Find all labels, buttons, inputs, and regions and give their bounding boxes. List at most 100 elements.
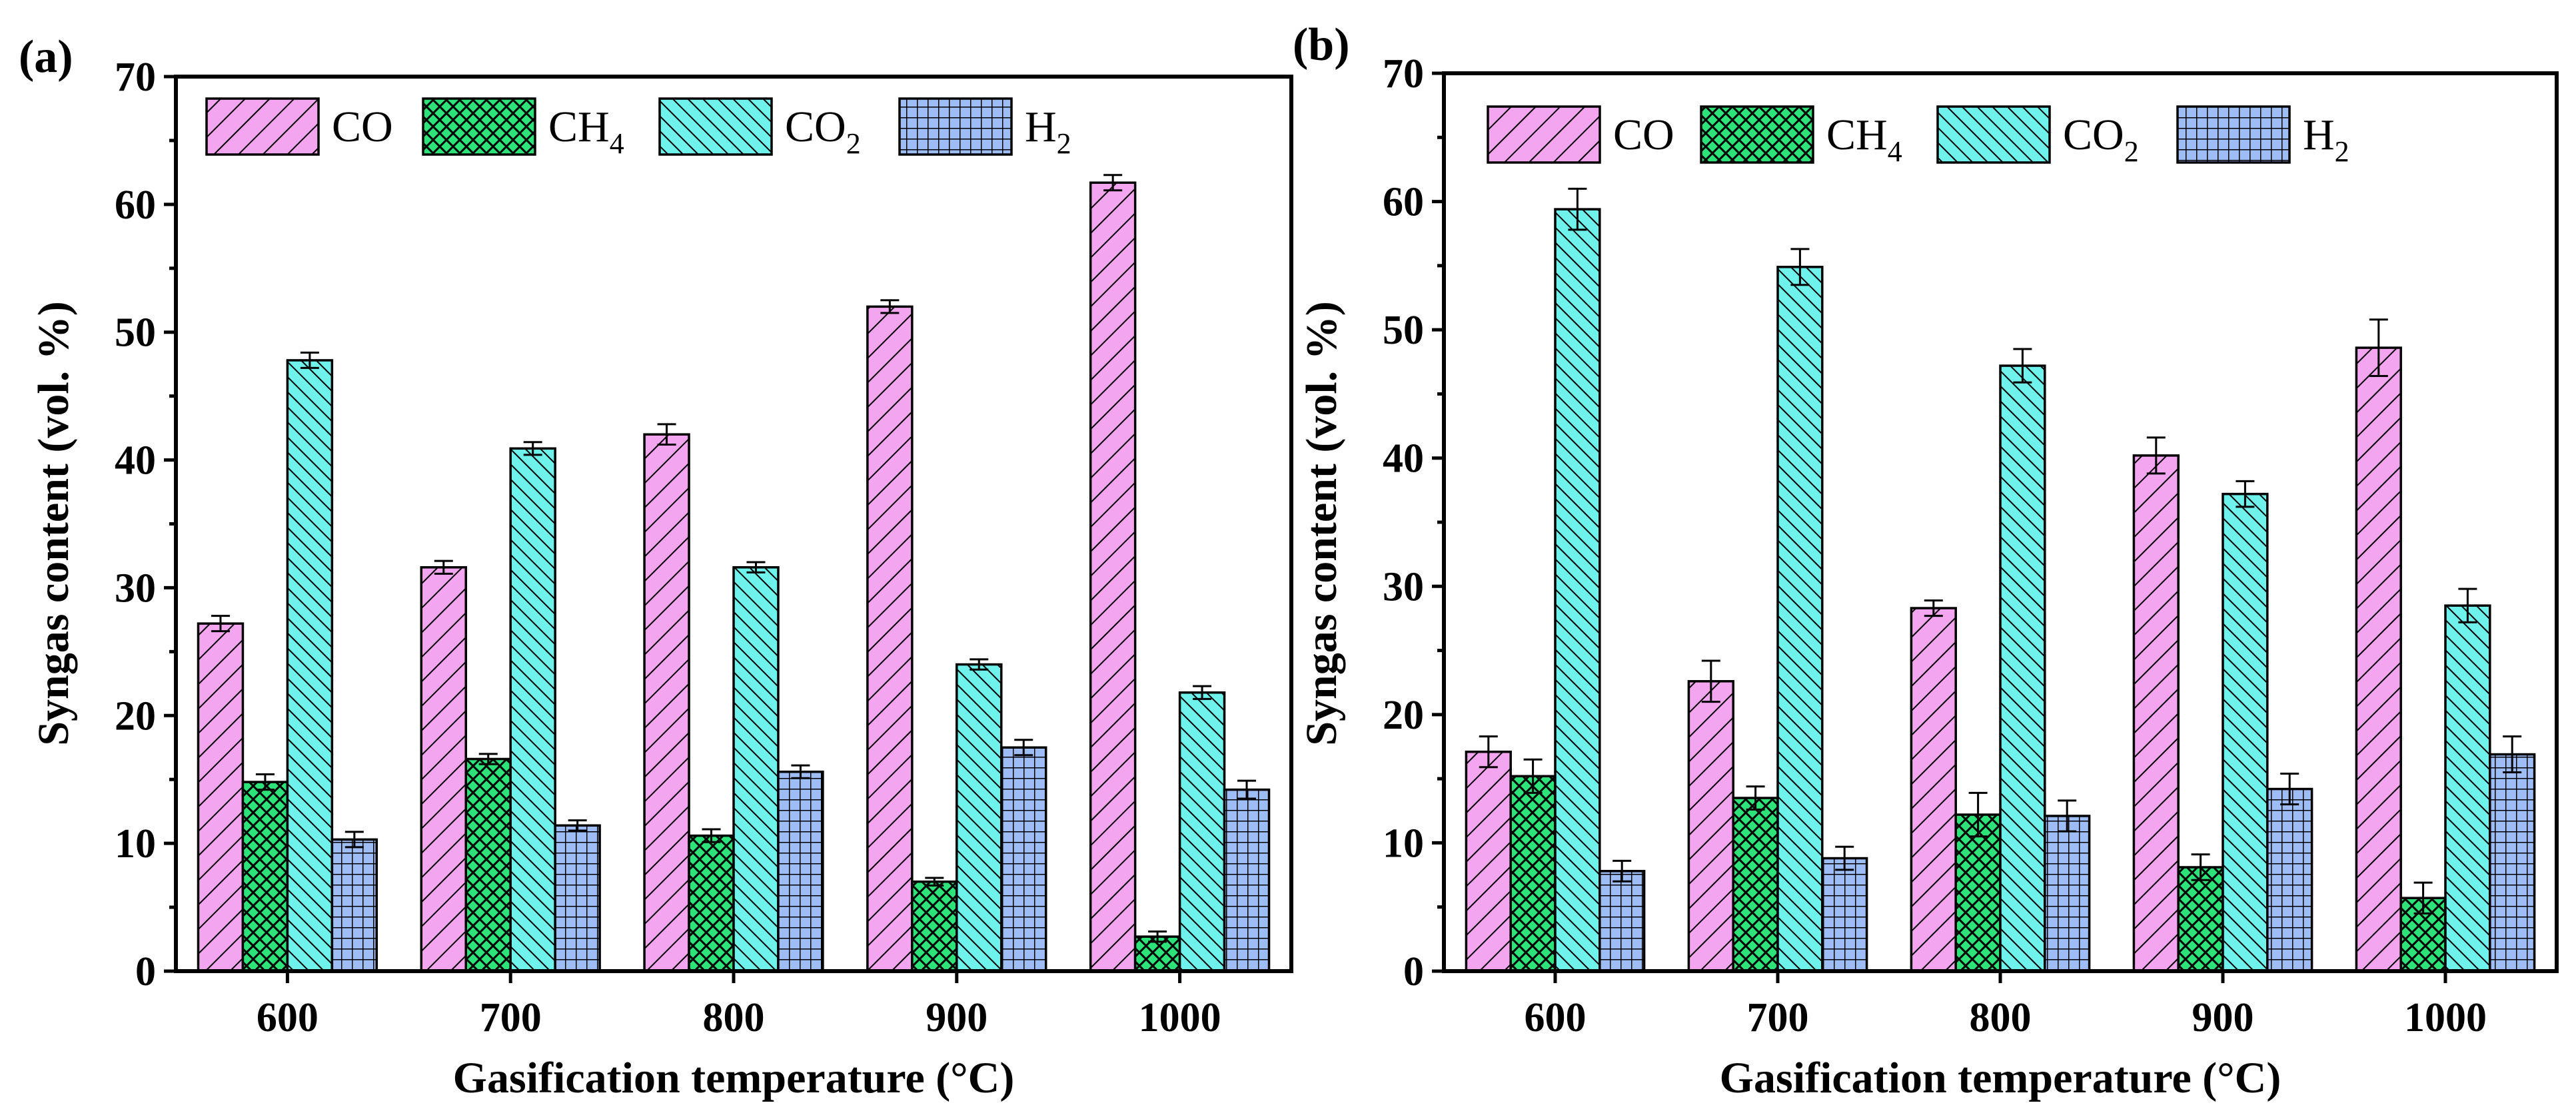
- error-bar-co2-900: [2236, 480, 2255, 508]
- error-bar-co-600: [1479, 735, 1498, 769]
- bar-h2-800: [2044, 815, 2091, 972]
- bar-co-1000: [2355, 346, 2402, 972]
- legend-label-ch4: CH4: [1826, 111, 1902, 168]
- legend: CO CH4 CO2 H2: [205, 97, 1071, 160]
- legend-swatch-co: [1487, 105, 1601, 164]
- error-bar-co-700: [434, 560, 453, 575]
- y-axis-title: Syngas content (vol. %): [29, 301, 78, 745]
- legend-swatch-ch4: [1700, 105, 1814, 164]
- error-bar-co2-700: [1790, 248, 1810, 286]
- error-bar-co2-1000: [1193, 685, 1212, 700]
- y-tick-label: 40: [1383, 436, 1424, 482]
- x-axis-title: Gasification temperature (°C): [1720, 1054, 2281, 1102]
- y-tick-label: 50: [1383, 308, 1424, 353]
- bar-ch4-700: [464, 757, 512, 972]
- bar-co2-600: [1554, 208, 1601, 972]
- error-bar-co2-600: [300, 351, 319, 369]
- bar-co-800: [643, 433, 690, 972]
- bar-ch4-800: [1954, 813, 2002, 972]
- legend: CO CH4 CO2 H2: [1487, 105, 2349, 168]
- bar-co-600: [1465, 750, 1512, 972]
- bar-co-1000: [1089, 181, 1137, 972]
- error-bar-ch4-600: [255, 773, 275, 791]
- error-bar-ch4-700: [1746, 785, 1765, 811]
- y-tick-label: 0: [135, 949, 156, 994]
- bar-co2-900: [2222, 492, 2269, 972]
- error-bar-ch4-1000: [1148, 931, 1167, 943]
- x-tick-label: 600: [1525, 995, 1587, 1040]
- error-bar-co2-900: [969, 658, 989, 671]
- y-tick-label: 60: [1383, 180, 1424, 225]
- legend-swatch-ch4: [422, 97, 536, 156]
- legend-swatch-h2: [2176, 105, 2291, 164]
- bars: [1465, 208, 2536, 972]
- error-bar-co2-1000: [2458, 587, 2477, 623]
- error-bars: [1479, 187, 2522, 915]
- bar-co2-700: [1776, 266, 1824, 972]
- bar-h2-800: [777, 770, 824, 972]
- error-bar-co2-600: [1568, 187, 1587, 231]
- x-tick-label: 900: [2192, 995, 2254, 1040]
- error-bar-h2-1000: [2503, 735, 2522, 774]
- error-bar-co-900: [2146, 436, 2166, 475]
- x-tick-label: 700: [1747, 995, 1809, 1040]
- bar-co2-800: [1999, 364, 2046, 972]
- legend-swatch-co2: [1936, 105, 2051, 164]
- x-tick-label: 700: [480, 995, 542, 1040]
- y-tick-label: 70: [115, 55, 156, 100]
- bar-co-900: [866, 305, 914, 972]
- bar-h2-900: [2266, 787, 2313, 972]
- y-tick-label: 40: [115, 438, 156, 484]
- error-bars: [211, 174, 1257, 943]
- x-tick-label: 600: [257, 995, 319, 1040]
- error-bar-co-700: [1701, 659, 1720, 703]
- bar-ch4-800: [688, 834, 735, 972]
- error-bar-co2-800: [2013, 348, 2032, 384]
- bar-ch4-700: [1732, 797, 1779, 972]
- error-bar-ch4-800: [702, 828, 721, 843]
- error-bar-co-800: [1924, 599, 1943, 617]
- bar-co2-1000: [1178, 691, 1226, 972]
- bar-co-600: [197, 622, 245, 972]
- error-bar-h2-900: [2280, 772, 2299, 806]
- error-bar-co-1000: [2369, 318, 2388, 377]
- x-tick-label: 1000: [1139, 995, 1221, 1040]
- error-bar-ch4-1000: [2413, 881, 2433, 915]
- error-bar-ch4-800: [1968, 791, 1988, 838]
- error-bar-h2-600: [1612, 859, 1632, 883]
- plot-frame: [1442, 71, 2559, 973]
- y-tick-label: 10: [115, 821, 156, 867]
- error-bar-ch4-600: [1523, 758, 1543, 794]
- bar-h2-600: [330, 838, 378, 972]
- bar-h2-700: [554, 824, 601, 972]
- bar-ch4-900: [2177, 866, 2224, 972]
- plot-frame: [174, 75, 1293, 973]
- error-bar-co2-700: [523, 441, 542, 456]
- y-tick-label: 0: [1403, 949, 1424, 994]
- y-tick-label: 70: [1383, 51, 1424, 97]
- panel-label: (b): [1293, 19, 1350, 71]
- legend-label-h2: H2: [1025, 103, 1071, 160]
- error-bar-ch4-900: [925, 877, 944, 887]
- bar-co-900: [2132, 454, 2180, 972]
- bar-h2-900: [1000, 746, 1047, 972]
- x-tick-label: 1000: [2404, 995, 2487, 1040]
- y-axis-ticks: 0 10 20 30 40 50 60 70: [1383, 51, 1444, 994]
- y-tick-label: 30: [115, 565, 156, 611]
- error-bar-h2-800: [791, 764, 810, 779]
- y-tick-label: 20: [1383, 693, 1424, 738]
- panel-label: (a): [19, 31, 73, 83]
- error-bar-h2-700: [568, 819, 587, 832]
- bar-co-700: [1687, 680, 1734, 972]
- bar-co2-600: [286, 359, 334, 972]
- y-tick-label: 60: [115, 183, 156, 228]
- bar-h2-1000: [2489, 753, 2536, 972]
- bars: [197, 181, 1271, 972]
- x-axis-ticks: 600 700 800 900 1000: [1525, 971, 2487, 1040]
- x-axis-title: Gasification temperature (°C): [453, 1054, 1015, 1102]
- error-bar-h2-700: [1835, 845, 1854, 871]
- bar-h2-600: [1599, 870, 1646, 972]
- error-bar-co-800: [657, 423, 676, 446]
